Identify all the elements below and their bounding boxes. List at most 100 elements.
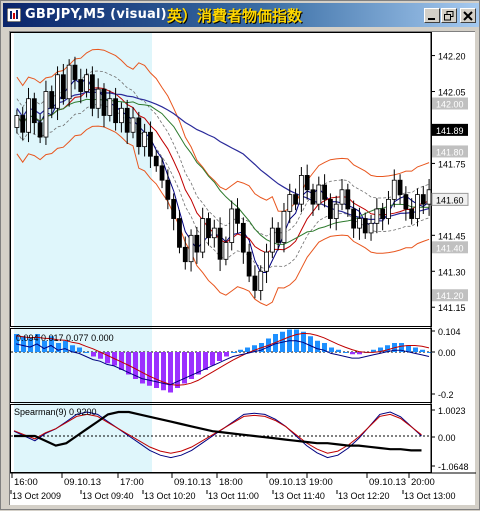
macd-histogram-bar <box>21 336 26 352</box>
macd-histogram-bar <box>329 347 334 352</box>
indicator-scales: 0.104 0.00 -0.2 1.0023 0.00 -1.0648 <box>431 327 469 472</box>
highlighted-price-box <box>431 192 469 206</box>
candle-body <box>49 91 55 109</box>
candle-body <box>60 74 66 100</box>
close-button[interactable] <box>460 8 476 23</box>
candle-body <box>72 64 78 80</box>
chart-canvas[interactable]: 0.094 0.017 0.077 0.000 Spearman(9) 0.92… <box>10 32 476 506</box>
candle-body <box>95 88 101 109</box>
candle-body <box>206 218 211 239</box>
window-title: GBPJPY,M5 (visual) <box>25 7 167 22</box>
candle-body <box>153 155 159 167</box>
price-tick-label: 141.30 <box>438 267 466 277</box>
time-label: 20:00 <box>411 477 435 488</box>
date-label: 13 Oct 11:40 <box>274 491 325 501</box>
candle-body <box>380 208 386 219</box>
macd-histogram-bar <box>63 340 68 352</box>
candle-body <box>316 184 322 205</box>
macd-histogram-bar <box>322 343 327 352</box>
time-label: 16:00 <box>14 477 38 488</box>
candle-body <box>235 208 240 224</box>
macd-histogram-bar <box>154 352 159 388</box>
restore-button[interactable] <box>441 8 457 23</box>
level-box <box>432 145 468 158</box>
spearman-scale-label: 0.00 <box>438 433 456 443</box>
candle-body <box>43 91 49 138</box>
candle-body <box>78 79 84 92</box>
macd-histogram-bar <box>189 352 194 379</box>
spearman-scale-label: 1.0023 <box>438 406 466 416</box>
macd-histogram-bar <box>140 352 145 384</box>
candle-body <box>269 227 275 253</box>
candle-body <box>240 222 246 253</box>
candle-body <box>31 98 37 124</box>
candle-body <box>55 74 60 109</box>
macd-histogram-bar <box>182 352 187 384</box>
macd-signal-line <box>15 332 430 386</box>
macd-histogram-bar <box>238 349 243 352</box>
candle-body <box>194 234 200 253</box>
close-icon <box>463 10 473 21</box>
candle-body <box>362 218 368 234</box>
level-label: 141.80 <box>436 147 464 157</box>
candle-body <box>101 88 107 116</box>
candle-body <box>322 184 327 200</box>
candle-body <box>20 115 26 133</box>
level-label: 141.20 <box>436 291 464 301</box>
candle-body <box>130 117 136 133</box>
candle-body <box>386 198 391 219</box>
candle-body <box>409 208 415 219</box>
candle-body <box>136 117 142 148</box>
macd-histogram-bar <box>357 352 362 355</box>
macd-histogram-bar <box>196 352 201 375</box>
candle-body <box>252 275 258 291</box>
candle-body <box>351 208 357 229</box>
macd-histogram-bar <box>119 352 124 370</box>
candle-body <box>258 270 264 291</box>
macd-histogram-bar <box>98 352 103 359</box>
macd-histogram-bar <box>49 336 54 352</box>
macd-histogram-bar <box>35 334 40 352</box>
macd-histogram-bar <box>217 352 222 361</box>
macd-histogram-bar <box>56 343 61 352</box>
price-tick-label: 142.20 <box>438 52 466 62</box>
title-bar[interactable]: GBPJPY,M5 (visual) 英）消費者物価指数 <box>3 3 479 27</box>
candle-body <box>229 208 235 243</box>
candle-body <box>246 251 252 277</box>
candle-body <box>165 179 171 200</box>
macd-histogram-bar <box>168 352 173 393</box>
candle-body <box>293 194 298 205</box>
candle-body <box>200 218 206 253</box>
macd-histogram-bar <box>315 340 320 352</box>
highlighted-price-label: 141.60 <box>436 195 464 205</box>
macd-histogram-bar <box>301 331 306 352</box>
bollinger-upper-line <box>16 48 430 212</box>
macd-histogram-bar <box>175 352 180 388</box>
date-label: 13 Oct 09:40 <box>82 491 134 501</box>
candle-body <box>159 165 165 181</box>
macd-histogram-bar <box>350 352 355 355</box>
minimize-button[interactable] <box>424 8 440 23</box>
spearman-scale-label: -1.0648 <box>438 462 469 472</box>
candle-body <box>420 194 426 205</box>
candle-body <box>374 208 380 224</box>
macd-histogram-bar <box>91 352 96 357</box>
macd-histogram-bar <box>133 352 138 379</box>
level-box <box>432 241 468 254</box>
candle-body <box>397 179 403 195</box>
date-label: 13 Oct 10:20 <box>144 491 196 501</box>
macd-histogram-bar <box>147 352 152 386</box>
candle-body <box>391 179 397 200</box>
candle-body <box>345 189 351 210</box>
current-price-box <box>432 123 468 136</box>
level-label: 141.40 <box>436 243 464 253</box>
time-label: 18:00 <box>219 477 243 488</box>
candle-body <box>188 234 194 263</box>
chart-area[interactable]: 0.094 0.017 0.077 0.000 Spearman(9) 0.92… <box>9 31 476 506</box>
time-label: 09.10.13 <box>174 477 211 488</box>
macd-histogram-bar <box>210 352 215 366</box>
restore-icon <box>444 10 454 20</box>
candle-body <box>142 131 148 148</box>
macd-histogram-bar <box>77 347 82 352</box>
macd-histogram-bar <box>105 352 110 364</box>
